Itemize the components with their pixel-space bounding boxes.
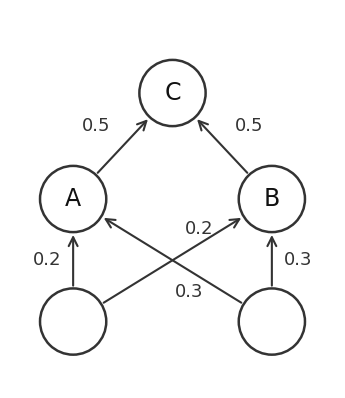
Circle shape xyxy=(40,166,106,232)
Circle shape xyxy=(139,60,206,126)
Text: 0.5: 0.5 xyxy=(82,117,111,135)
Circle shape xyxy=(40,289,106,355)
Text: 0.2: 0.2 xyxy=(185,220,213,238)
Text: B: B xyxy=(264,187,280,211)
Text: A: A xyxy=(65,187,81,211)
Text: 0.3: 0.3 xyxy=(175,283,203,301)
Text: 0.2: 0.2 xyxy=(32,251,61,269)
Text: C: C xyxy=(164,81,181,105)
Text: 0.3: 0.3 xyxy=(284,251,313,269)
Text: 0.5: 0.5 xyxy=(234,117,263,135)
Circle shape xyxy=(239,166,305,232)
Circle shape xyxy=(239,289,305,355)
